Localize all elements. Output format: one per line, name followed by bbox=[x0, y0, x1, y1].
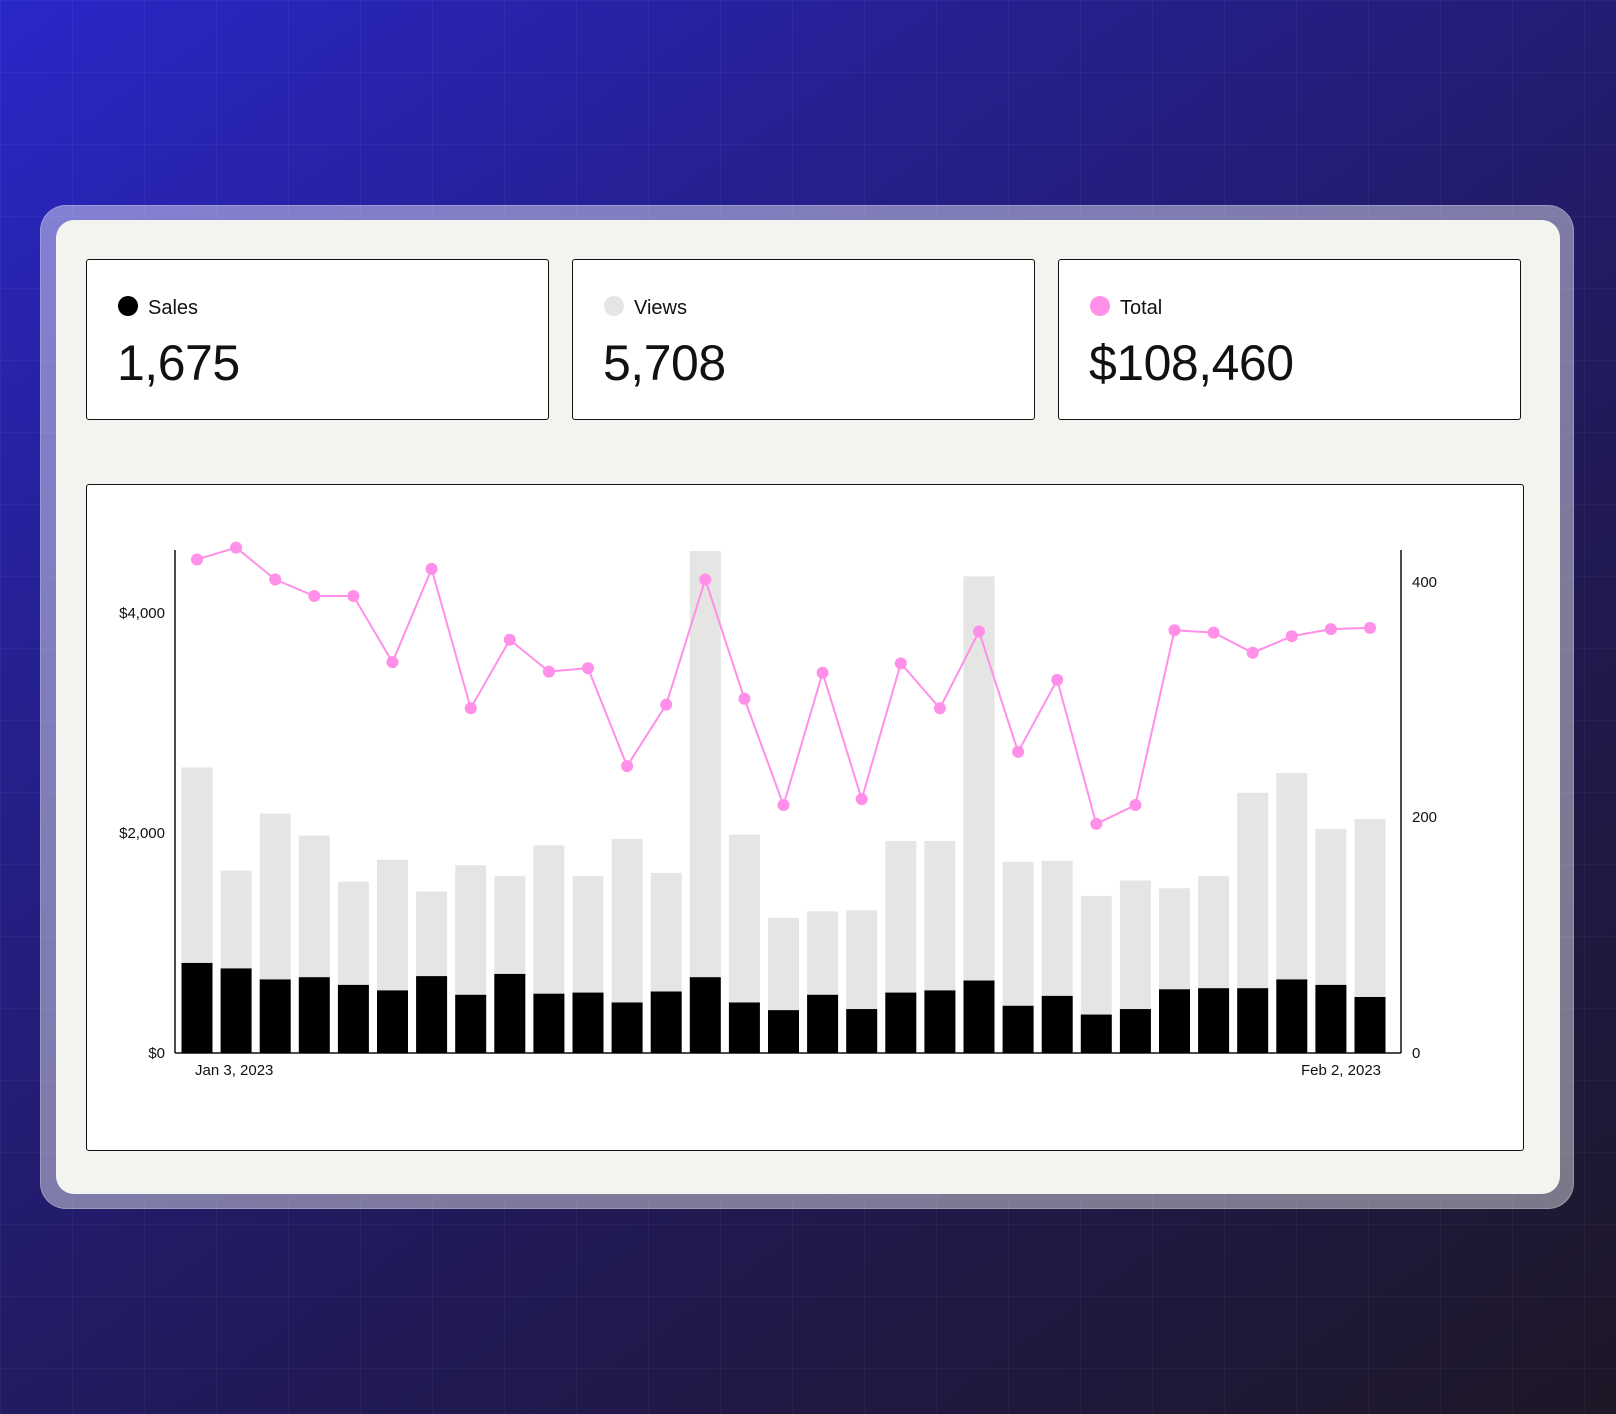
sales-bar bbox=[1198, 988, 1230, 1053]
sales-bar bbox=[611, 1002, 643, 1053]
total-point bbox=[1285, 630, 1298, 643]
sales-bar bbox=[650, 991, 682, 1053]
total-point bbox=[855, 793, 868, 806]
sales-bar bbox=[807, 994, 839, 1053]
sales-bar bbox=[1159, 989, 1190, 1053]
sales-dot-icon bbox=[118, 296, 138, 316]
x-axis-start-label: Jan 3, 2023 bbox=[195, 1062, 273, 1079]
sales-label: Sales bbox=[148, 297, 199, 319]
total-dot-icon bbox=[1090, 296, 1110, 316]
views-value: 5,708 bbox=[603, 335, 726, 391]
sales-bar bbox=[377, 990, 408, 1053]
total-point bbox=[425, 562, 438, 575]
total-point bbox=[308, 590, 321, 603]
total-point bbox=[973, 625, 985, 638]
chart-card: $0 $2,000 $4,000 0 200 400 Jan 3, 2023 F… bbox=[86, 484, 1524, 1151]
total-point bbox=[269, 573, 282, 586]
sales-bar bbox=[533, 993, 565, 1053]
views-bar bbox=[689, 551, 721, 1053]
total-point bbox=[1168, 624, 1181, 637]
sales-bar bbox=[572, 992, 604, 1053]
sales-views-total-chart: $0 $2,000 $4,000 0 200 400 Jan 3, 2023 F… bbox=[119, 541, 1437, 1079]
sales-bar bbox=[689, 977, 721, 1053]
sales-bar bbox=[494, 973, 526, 1053]
total-point bbox=[1090, 817, 1103, 830]
sales-value: 1,675 bbox=[117, 335, 240, 391]
total-value: $108,460 bbox=[1089, 335, 1294, 391]
right-axis-label-400: 400 bbox=[1412, 574, 1437, 591]
sales-bar bbox=[1002, 1005, 1034, 1053]
total-point bbox=[1012, 745, 1025, 758]
total-point bbox=[738, 692, 751, 705]
views-stat-card[interactable]: Views 5,708 bbox=[572, 259, 1035, 420]
sales-bar bbox=[885, 992, 917, 1053]
total-point bbox=[816, 666, 829, 679]
sales-bar bbox=[768, 1010, 799, 1053]
left-axis-label-2000: $2,000 bbox=[119, 825, 165, 842]
sales-bar bbox=[1041, 995, 1073, 1053]
total-point bbox=[1129, 799, 1142, 812]
right-axis-label-200: 200 bbox=[1412, 809, 1437, 826]
total-point bbox=[777, 799, 790, 812]
total-point bbox=[582, 662, 594, 675]
total-point bbox=[621, 760, 634, 773]
total-line bbox=[196, 546, 1371, 826]
sales-bar bbox=[1276, 979, 1308, 1053]
total-label: Total bbox=[1120, 297, 1163, 319]
sales-bar bbox=[181, 962, 213, 1053]
total-point bbox=[660, 698, 673, 711]
total-point bbox=[1324, 623, 1337, 636]
total-point bbox=[1051, 673, 1064, 686]
total-points bbox=[191, 541, 1376, 830]
total-point bbox=[503, 633, 516, 646]
sales-bar bbox=[728, 1002, 760, 1053]
total-point bbox=[894, 657, 907, 670]
total-stat-card[interactable]: Total $108,460 bbox=[1058, 259, 1521, 420]
total-point bbox=[933, 702, 946, 715]
total-point bbox=[542, 665, 555, 678]
sales-bar bbox=[846, 1009, 878, 1053]
total-point bbox=[1364, 621, 1376, 634]
total-point bbox=[1207, 626, 1220, 639]
sales-bar bbox=[337, 984, 369, 1053]
right-axis-label-0: 0 bbox=[1412, 1045, 1420, 1062]
views-dot-icon bbox=[604, 296, 624, 316]
dashboard-panel: Sales 1,675 Views 5,708 Total $108,460 $… bbox=[56, 220, 1560, 1194]
sales-bar bbox=[1237, 988, 1269, 1053]
sales-bar bbox=[298, 977, 330, 1053]
total-point bbox=[464, 702, 477, 715]
sales-bar bbox=[963, 980, 995, 1053]
sales-bar bbox=[1354, 996, 1386, 1053]
left-axis-label-4000: $4,000 bbox=[119, 605, 165, 622]
x-axis-end-label: Feb 2, 2023 bbox=[1301, 1062, 1381, 1079]
sales-bar bbox=[1315, 984, 1347, 1053]
total-point bbox=[699, 573, 712, 586]
sales-bar bbox=[416, 976, 448, 1053]
sales-bar bbox=[455, 994, 487, 1053]
total-point bbox=[347, 590, 360, 603]
sales-bar bbox=[1080, 1014, 1112, 1053]
sales-stat-card[interactable]: Sales 1,675 bbox=[86, 259, 549, 420]
views-bar bbox=[963, 576, 995, 1053]
sales-bar bbox=[924, 990, 956, 1053]
total-point bbox=[191, 553, 203, 566]
total-point bbox=[230, 541, 243, 554]
sales-bar bbox=[259, 979, 291, 1053]
views-label: Views bbox=[634, 297, 687, 319]
sales-bar bbox=[1119, 1009, 1151, 1053]
sales-bars bbox=[181, 962, 1386, 1053]
left-axis-label-0: $0 bbox=[148, 1045, 165, 1062]
total-point bbox=[386, 656, 399, 669]
sales-bar bbox=[220, 968, 252, 1053]
total-point bbox=[1246, 646, 1259, 659]
